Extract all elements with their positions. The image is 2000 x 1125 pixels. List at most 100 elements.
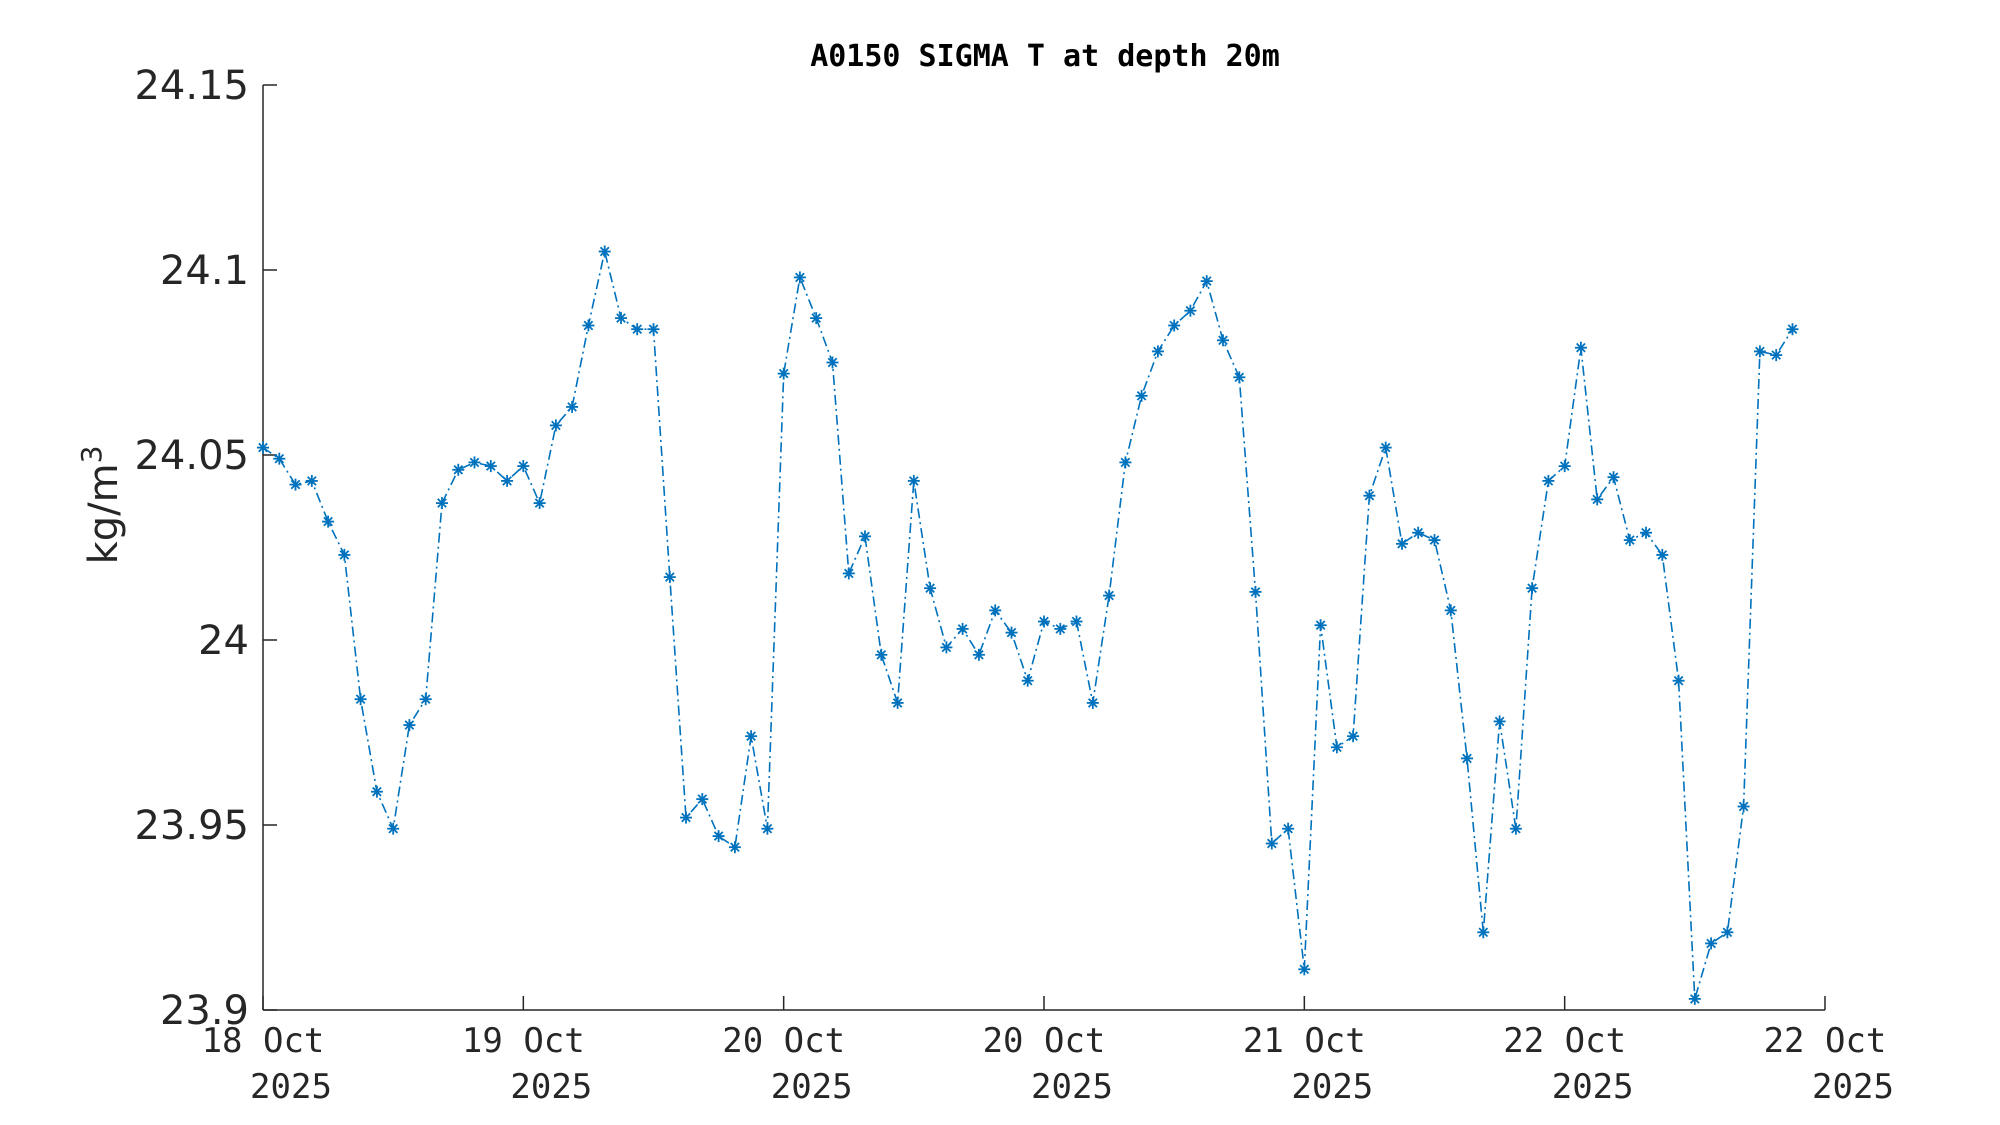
data-point — [322, 515, 335, 528]
x-tick-label-year: 2025 — [1291, 1067, 1373, 1107]
data-point — [370, 785, 383, 798]
y-axis-label: kg/m3 — [75, 446, 127, 565]
x-tick-label-date: 22 Oct — [1503, 1021, 1626, 1061]
data-point — [257, 441, 269, 454]
data-point — [1168, 319, 1181, 332]
data-point — [1314, 619, 1327, 632]
data-point — [1461, 752, 1473, 765]
data-point — [1070, 615, 1083, 628]
data-point — [1330, 741, 1343, 754]
x-tick-label-year: 2025 — [1812, 1067, 1894, 1107]
data-point — [1607, 471, 1620, 484]
data-point — [1054, 622, 1067, 635]
x-tick-label-date: 20 Oct — [983, 1021, 1106, 1061]
chart-title: A0150 SIGMA T at depth 20m — [810, 39, 1280, 74]
data-point — [1135, 389, 1148, 402]
data-point — [1705, 937, 1718, 950]
data-point — [1249, 585, 1262, 598]
data-point — [826, 356, 839, 369]
data-point — [647, 323, 660, 336]
data-point — [1412, 526, 1425, 539]
data-point — [728, 841, 741, 854]
data-point — [956, 622, 969, 635]
y-tick-label: 24 — [198, 618, 249, 664]
data-point — [1558, 460, 1571, 473]
y-tick-label: 23.95 — [134, 803, 249, 849]
data-point — [1640, 526, 1652, 539]
data-point — [1200, 275, 1213, 288]
data-point — [305, 474, 318, 487]
data-point — [1184, 304, 1197, 317]
data-point — [1005, 626, 1018, 639]
data-point — [1151, 345, 1164, 358]
x-tick-label-date: 20 Oct — [722, 1021, 845, 1061]
data-point — [1509, 822, 1522, 835]
y-tick-label: 23.9 — [160, 988, 249, 1034]
x-tick-label-year: 2025 — [1031, 1067, 1113, 1107]
data-point — [842, 567, 855, 580]
data-point — [1119, 456, 1132, 469]
series-layer — [257, 245, 1799, 1005]
data-point — [810, 312, 823, 325]
data-point — [533, 497, 546, 510]
y-tick-label: 24.15 — [134, 63, 249, 109]
data-point — [793, 271, 806, 284]
y-axis-label-text: kg/m — [81, 463, 127, 564]
y-tick-label: 24.05 — [134, 433, 249, 479]
x-tick-label-date: 22 Oct — [1764, 1021, 1887, 1061]
data-point — [1574, 341, 1587, 354]
data-point — [387, 822, 400, 835]
data-point — [859, 530, 871, 543]
x-tick-label-date: 19 Oct — [462, 1021, 585, 1061]
data-point — [484, 460, 497, 473]
data-point — [615, 312, 627, 325]
data-point — [907, 474, 920, 487]
data-point — [1786, 323, 1799, 336]
data-point — [989, 604, 1002, 617]
data-point — [940, 641, 953, 654]
data-point — [875, 648, 888, 661]
data-point — [1298, 963, 1311, 976]
data-point — [745, 730, 758, 743]
data-point — [517, 460, 530, 473]
data-point — [1363, 489, 1376, 502]
data-point — [1347, 730, 1360, 743]
data-point — [972, 648, 985, 661]
data-point — [1770, 349, 1783, 362]
x-tick-label-year: 2025 — [250, 1067, 332, 1107]
data-point — [663, 571, 676, 584]
data-point — [1526, 582, 1539, 595]
data-point — [924, 582, 937, 595]
data-point — [468, 456, 481, 469]
data-point — [354, 693, 367, 706]
data-point — [761, 822, 774, 835]
data-point — [582, 319, 595, 332]
x-tick-label-year: 2025 — [1552, 1067, 1634, 1107]
x-tick-label-date: 21 Oct — [1243, 1021, 1366, 1061]
data-point — [680, 811, 692, 824]
data-point — [631, 323, 644, 336]
data-point — [1038, 615, 1050, 628]
axes: 23.9 23.95 24 24.05 24.1 24.15 18 Oct 2025 19 Oc… — [134, 63, 1893, 1107]
data-point — [338, 548, 351, 561]
data-point — [777, 367, 790, 380]
data-point — [549, 419, 562, 432]
y-axis-label-exponent: 3 — [75, 446, 108, 464]
data-point — [1233, 371, 1246, 384]
data-point — [1379, 441, 1392, 454]
data-point — [1721, 926, 1734, 939]
data-point — [1217, 334, 1229, 347]
data-point — [1591, 493, 1604, 506]
data-point — [289, 478, 302, 491]
data-point — [1396, 537, 1408, 550]
data-point — [1282, 822, 1295, 835]
x-tick-label-year: 2025 — [771, 1067, 853, 1107]
x-tick-label-year: 2025 — [510, 1067, 592, 1107]
data-point — [1753, 345, 1766, 358]
data-point — [1021, 674, 1034, 687]
data-point — [419, 693, 432, 706]
data-point — [1428, 534, 1441, 547]
data-point — [566, 400, 579, 413]
data-point — [1688, 992, 1701, 1005]
